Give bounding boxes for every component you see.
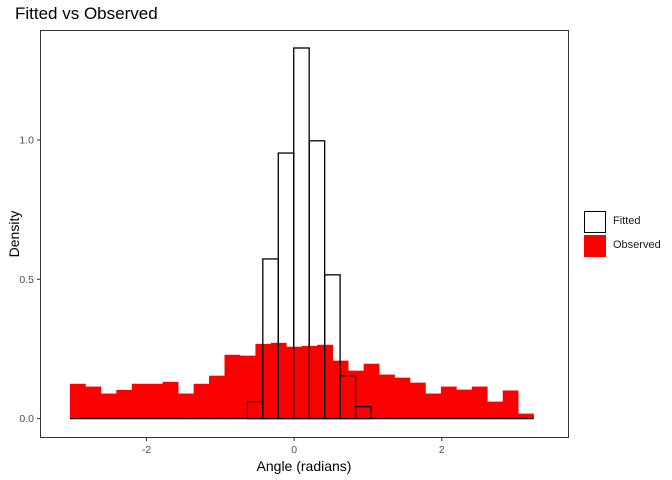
- observed-bar: [440, 386, 457, 419]
- x-axis: -2 0 2: [142, 437, 445, 456]
- observed-bars: [69, 342, 534, 420]
- observed-bar: [471, 386, 488, 419]
- observed-bar: [147, 383, 163, 419]
- fitted-bars: [246, 47, 372, 420]
- legend-key-fitted: [584, 211, 606, 233]
- observed-bar: [178, 393, 194, 419]
- x-tick-label: 0: [291, 444, 297, 456]
- fitted-bar: [339, 375, 357, 420]
- observed-bar: [116, 389, 133, 419]
- fitted-bar: [354, 405, 372, 420]
- observed-bar: [502, 390, 519, 419]
- observed-bar: [379, 374, 395, 419]
- legend-label-observed: Observed: [613, 239, 661, 251]
- observed-bar: [85, 386, 102, 419]
- fitted-bar: [323, 274, 341, 420]
- legend-item-observed: Observed: [584, 235, 672, 257]
- legend-label-fitted: Fitted: [613, 215, 641, 227]
- legend-key-observed: [584, 235, 606, 257]
- observed-bar: [131, 383, 148, 419]
- observed-bar: [409, 382, 426, 419]
- y-tick-label: 0.5: [19, 274, 34, 286]
- plot-panel-border: [40, 30, 569, 438]
- y-tick-label: 0.0: [19, 413, 34, 425]
- x-axis-label: Angle (radians): [257, 458, 352, 474]
- observed-bar: [224, 354, 241, 419]
- x-tick-label: -2: [142, 444, 151, 456]
- observed-bar: [487, 401, 504, 419]
- x-tick-label: 2: [439, 444, 445, 456]
- observed-bar: [209, 375, 225, 419]
- observed-bar: [69, 383, 86, 419]
- observed-bar: [363, 363, 380, 419]
- observed-bar: [239, 355, 256, 419]
- legend-item-fitted: Fitted: [584, 211, 672, 233]
- observed-bar: [193, 383, 210, 419]
- observed-bar: [456, 389, 473, 419]
- y-axis: 0.0 0.5 1.0: [19, 134, 41, 425]
- observed-bar: [162, 381, 179, 419]
- observed-bar: [100, 393, 117, 419]
- observed-bar: [518, 413, 534, 419]
- observed-bar: [425, 393, 442, 419]
- y-axis-label: Density: [6, 211, 22, 258]
- chart-title: Fitted vs Observed: [15, 4, 158, 23]
- observed-bar: [394, 377, 411, 419]
- y-tick-label: 1.0: [19, 134, 34, 146]
